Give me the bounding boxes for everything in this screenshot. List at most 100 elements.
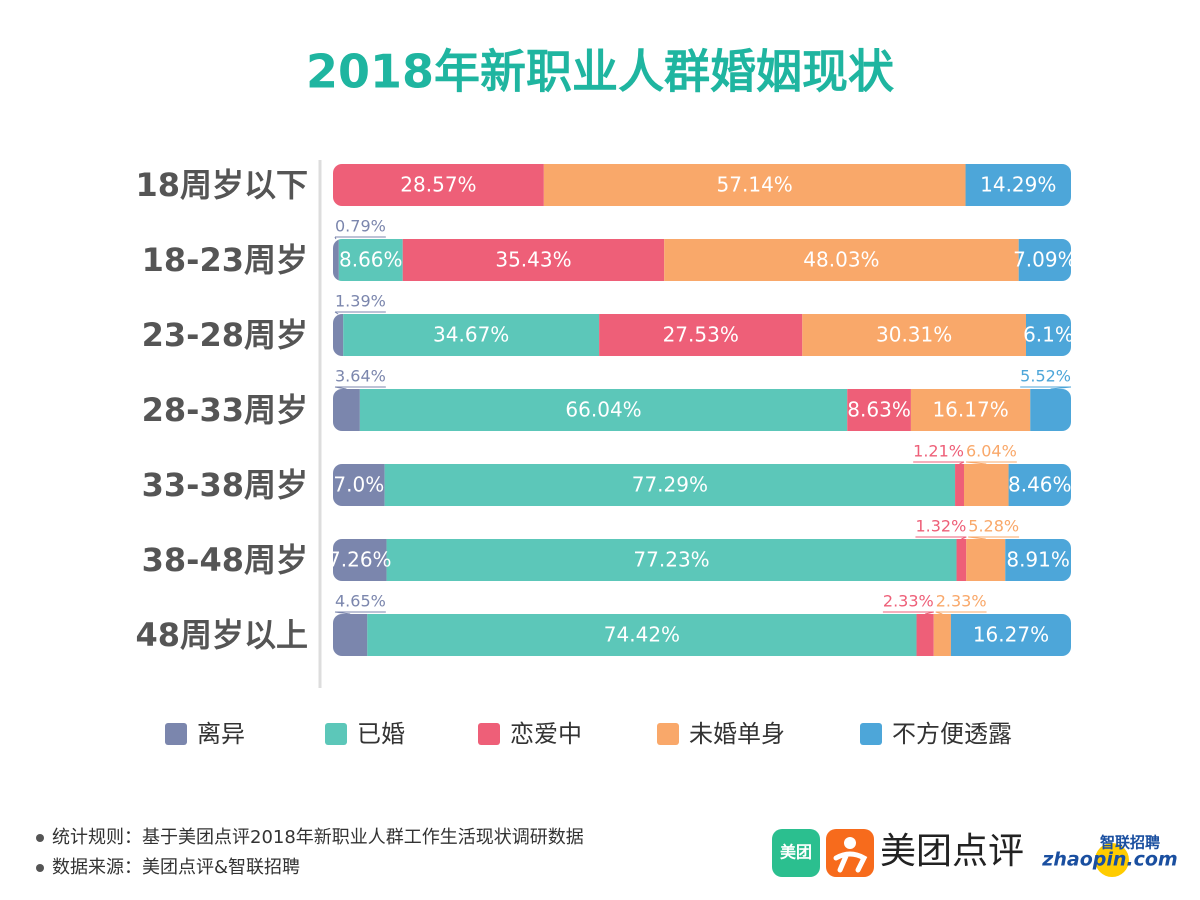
label-leader <box>959 461 965 465</box>
bar-segment <box>955 464 964 506</box>
bar-segment <box>847 389 911 431</box>
footnotes: 统计规则：基于美团点评2018年新职业人群工作生活现状调研数据 数据来源：美团点… <box>36 827 584 878</box>
data-label: 7.09% <box>1013 248 1077 272</box>
data-label: 8.63% <box>847 398 911 422</box>
bar-segment <box>367 614 917 656</box>
bar-row <box>333 614 1071 656</box>
data-label: 7.26% <box>328 548 392 572</box>
data-label: 8.66% <box>339 248 403 272</box>
y-tick-label: 23-28周岁 <box>142 316 308 354</box>
bar-segment <box>963 464 1009 506</box>
dianping-icon <box>833 851 868 873</box>
bar-segment <box>343 314 600 356</box>
dianping-icon <box>844 837 856 849</box>
data-label: 28.57% <box>400 173 476 197</box>
data-label: 4.65% <box>335 592 386 611</box>
bar-row <box>333 164 1071 206</box>
label-leader <box>1050 386 1072 390</box>
bar-segment <box>333 389 360 431</box>
data-label: 77.23% <box>633 548 709 572</box>
data-label: 16.17% <box>932 398 1008 422</box>
bar-segment <box>664 239 1019 281</box>
bar-segment <box>802 314 1026 356</box>
bar-segment <box>333 314 344 356</box>
y-tick-label: 18周岁以下 <box>135 166 308 204</box>
data-label: 27.53% <box>663 323 739 347</box>
data-label: 8.46% <box>1008 473 1072 497</box>
data-label: 2.33% <box>936 592 987 611</box>
bar-segment <box>933 614 951 656</box>
data-label: 66.04% <box>565 398 641 422</box>
zhaopin-text: zhaopin.com <box>1041 849 1177 871</box>
zhilian-circle <box>1095 843 1129 877</box>
bar-segment <box>1008 464 1071 506</box>
meituan-logo-text: 美团 <box>780 843 812 862</box>
data-label: 8.91% <box>1006 548 1070 572</box>
label-leader <box>334 236 337 240</box>
logos: 美团 美团点评 智联招聘 zhaopin.com <box>772 829 1178 877</box>
legend-label: 未婚单身 <box>689 720 785 748</box>
data-label: 57.14% <box>717 173 793 197</box>
y-tick-label: 28-33周岁 <box>142 391 308 429</box>
data-label: 74.42% <box>604 623 680 647</box>
bar-segment <box>333 164 544 206</box>
data-label: 6.1% <box>1023 323 1074 347</box>
data-label: 0.79% <box>335 217 386 236</box>
y-tick-label: 33-38周岁 <box>142 466 308 504</box>
bar-segment <box>910 389 1031 431</box>
meituan-logo <box>772 829 820 877</box>
bar-row <box>333 239 1071 281</box>
legend-label: 离异 <box>197 720 245 748</box>
bullet <box>36 834 44 842</box>
bar-row <box>333 314 1071 356</box>
bar-segment <box>1025 314 1071 356</box>
bar-segment <box>384 464 956 506</box>
bar-segment <box>956 539 967 581</box>
data-label: 5.52% <box>1020 367 1071 386</box>
label-leader <box>334 311 339 315</box>
legend-swatch <box>165 723 187 745</box>
legend-label: 恋爱中 <box>510 720 582 748</box>
legend-swatch <box>478 723 500 745</box>
legend-label: 不方便透露 <box>892 720 1012 748</box>
bar-segment <box>1030 389 1071 431</box>
y-tick-label: 18-23周岁 <box>142 241 308 279</box>
data-label: 5.28% <box>968 517 1019 536</box>
bar-segment <box>599 314 803 356</box>
dianping-text: 美团点评 <box>880 831 1024 872</box>
data-label: 16.27% <box>973 623 1049 647</box>
footnote: 数据来源：美团点评&智联招聘 <box>52 857 300 878</box>
data-label: 48.03% <box>803 248 879 272</box>
label-leader <box>968 536 986 540</box>
bar-segment <box>916 614 934 656</box>
bar-segment <box>333 539 387 581</box>
bar-row <box>333 389 1071 431</box>
bar-segment <box>402 239 665 281</box>
label-leader <box>965 461 987 465</box>
bar-segment <box>338 239 403 281</box>
data-label: 14.29% <box>980 173 1056 197</box>
bar-segment <box>966 539 1006 581</box>
legend-swatch <box>325 723 347 745</box>
bar-segment <box>965 164 1071 206</box>
bar-segment <box>386 539 957 581</box>
label-leader <box>334 386 347 390</box>
label-leader <box>935 611 943 615</box>
data-label: 1.32% <box>915 517 966 536</box>
footnote: 统计规则：基于美团点评2018年新职业人群工作生活现状调研数据 <box>52 827 584 848</box>
label-leader <box>925 611 934 615</box>
y-tick-label: 38-48周岁 <box>142 541 308 579</box>
bar-segment <box>359 389 848 431</box>
legend-swatch <box>860 723 882 745</box>
bar-segment <box>333 614 368 656</box>
legend-swatch <box>657 723 679 745</box>
data-label: 2.33% <box>883 592 934 611</box>
data-label: 7.0% <box>333 473 384 497</box>
label-leader <box>334 611 351 615</box>
bar-segment <box>333 464 385 506</box>
data-label: 30.31% <box>876 323 952 347</box>
chart-title: 2018年新职业人群婚姻现状 <box>306 45 895 99</box>
y-tick-label: 48周岁以上 <box>135 616 308 654</box>
data-label: 6.04% <box>966 442 1017 461</box>
